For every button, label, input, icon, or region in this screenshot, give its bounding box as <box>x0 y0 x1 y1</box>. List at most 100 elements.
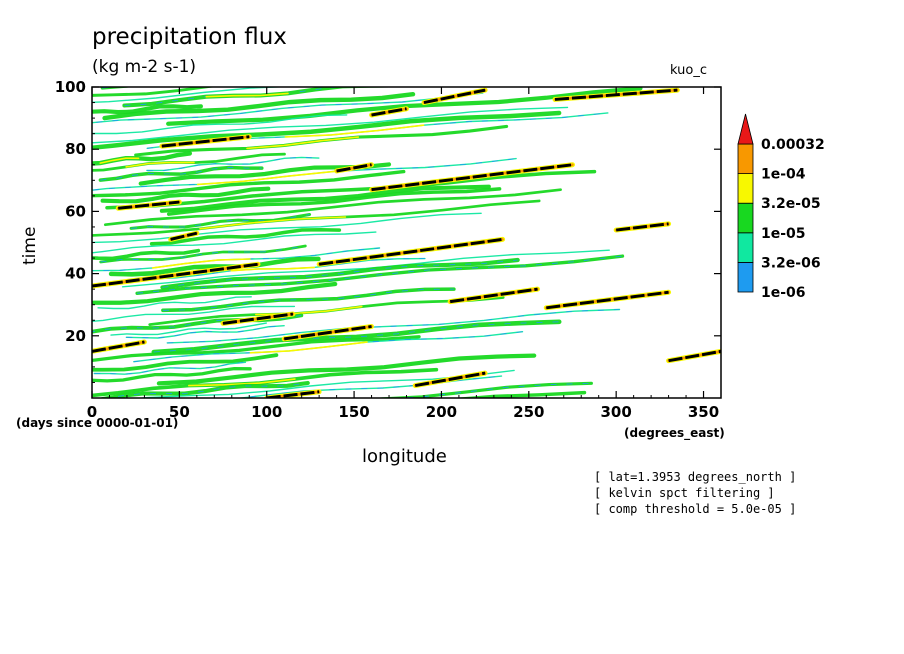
contour-band-high <box>246 136 360 150</box>
threshold-segment <box>449 287 538 304</box>
contour-band-high <box>151 258 251 269</box>
contour-edge <box>147 112 608 149</box>
contour-edge <box>100 167 262 181</box>
contour-band-high <box>205 92 289 98</box>
annotation-filtering: [ kelvin spct filtering ] <box>594 486 775 500</box>
colorbar-label: 3.2e-05 <box>761 196 821 212</box>
contour-band <box>92 169 406 198</box>
contour-band-high <box>188 378 296 387</box>
x-tick-label: 250 <box>513 403 544 421</box>
chart-units: (kg m-2 s-1) <box>92 57 197 77</box>
colorbar-label: 3.2e-06 <box>761 255 821 271</box>
contour-band-high <box>284 124 425 138</box>
threshold-segment <box>554 88 678 101</box>
threshold-segment <box>546 290 669 310</box>
chart-title: precipitation flux <box>92 24 287 50</box>
contour-band <box>97 296 252 310</box>
colorbar-label: 1e-04 <box>761 167 806 183</box>
contour-edge <box>391 382 592 398</box>
y-tick-label: 100 <box>55 78 86 96</box>
contour-band <box>453 390 587 398</box>
contour-band <box>93 361 247 375</box>
threshold-segment <box>336 163 372 173</box>
contour-band <box>92 104 203 115</box>
contour-band <box>103 188 562 227</box>
colorbar-label: 1e-06 <box>761 285 806 301</box>
contour-band <box>92 106 569 144</box>
contour-band <box>102 91 416 121</box>
colorbar-box <box>737 202 754 234</box>
contour-band <box>92 248 201 261</box>
x-tick-label: 0 <box>87 403 97 421</box>
contour-edge <box>153 321 560 353</box>
y-tick-label: 80 <box>65 140 86 158</box>
contour-band-high <box>249 341 368 354</box>
colorbar-box <box>737 173 754 204</box>
x-units-label: (degrees_east) <box>624 426 725 440</box>
contour-band-high <box>125 161 195 168</box>
colorbar-box <box>737 232 754 263</box>
contour-band <box>92 87 220 97</box>
contour-edge <box>162 259 518 288</box>
threshold-segment <box>371 107 407 117</box>
contour-band-high <box>99 157 140 164</box>
threshold-segment <box>222 312 294 325</box>
contour-band <box>92 353 279 372</box>
x-tick-label: 350 <box>688 403 719 421</box>
contour-band-high <box>199 216 347 230</box>
contour-edge <box>106 382 308 398</box>
threshold-segment <box>615 222 669 232</box>
segment-mid <box>370 163 574 191</box>
y-tick-label: 60 <box>65 202 86 220</box>
colorbar-label: 0.00032 <box>761 137 825 153</box>
contour-band <box>149 227 342 246</box>
contour-band <box>92 366 252 383</box>
colorbar-box <box>737 143 754 175</box>
contour-band <box>92 281 338 306</box>
contour-band <box>92 335 421 363</box>
contour-band <box>159 184 491 213</box>
contour-edge <box>162 288 454 311</box>
contour-band <box>92 110 562 150</box>
contour-band <box>100 186 271 204</box>
contour-edge <box>100 245 306 263</box>
contour-band <box>92 212 482 244</box>
x-tick-label: 300 <box>601 403 632 421</box>
threshold-segment <box>318 237 503 266</box>
threshold-segments <box>92 87 721 398</box>
annotation-latitude: [ lat=1.3953 degrees_north ] <box>594 470 797 484</box>
contour-band <box>166 87 643 126</box>
contour-band <box>110 322 267 336</box>
threshold-segment <box>423 88 486 105</box>
y-tick-label: 40 <box>65 265 86 283</box>
contour-band <box>166 187 502 216</box>
contour-edge <box>167 309 620 344</box>
threshold-segment <box>668 349 721 363</box>
x-tick-label: 100 <box>251 403 282 421</box>
contour-edge <box>126 325 285 339</box>
contour-edge <box>146 156 319 171</box>
x-tick-label: 150 <box>338 403 369 421</box>
threshold-segment <box>92 262 259 288</box>
threshold-segment <box>161 135 250 148</box>
threshold-segment <box>92 340 145 353</box>
contour-band <box>92 231 377 254</box>
threshold-segment <box>118 200 180 210</box>
x-tick-label: 50 <box>169 403 190 421</box>
y-units-label: (days since 0000-01-01) <box>16 416 179 430</box>
contour-band <box>92 305 296 323</box>
threshold-segment <box>266 390 320 398</box>
contour-edge <box>92 92 483 124</box>
contour-band <box>156 353 537 386</box>
threshold-segment <box>283 324 372 341</box>
threshold-segment <box>170 231 198 241</box>
colorbar-triangle <box>737 113 754 145</box>
colorbar: 1e-06 3.2e-06 1e-05 3.2e-05 1e-04 0.00032 <box>737 113 825 301</box>
annotation-threshold: [ comp threshold = 5.0e-05 ] <box>594 502 797 516</box>
contour-band <box>105 169 597 210</box>
colorbar-label: 1e-05 <box>761 226 806 242</box>
y-axis-label: time <box>20 226 40 265</box>
contour-band <box>92 87 291 104</box>
colorbar-box <box>737 261 754 293</box>
